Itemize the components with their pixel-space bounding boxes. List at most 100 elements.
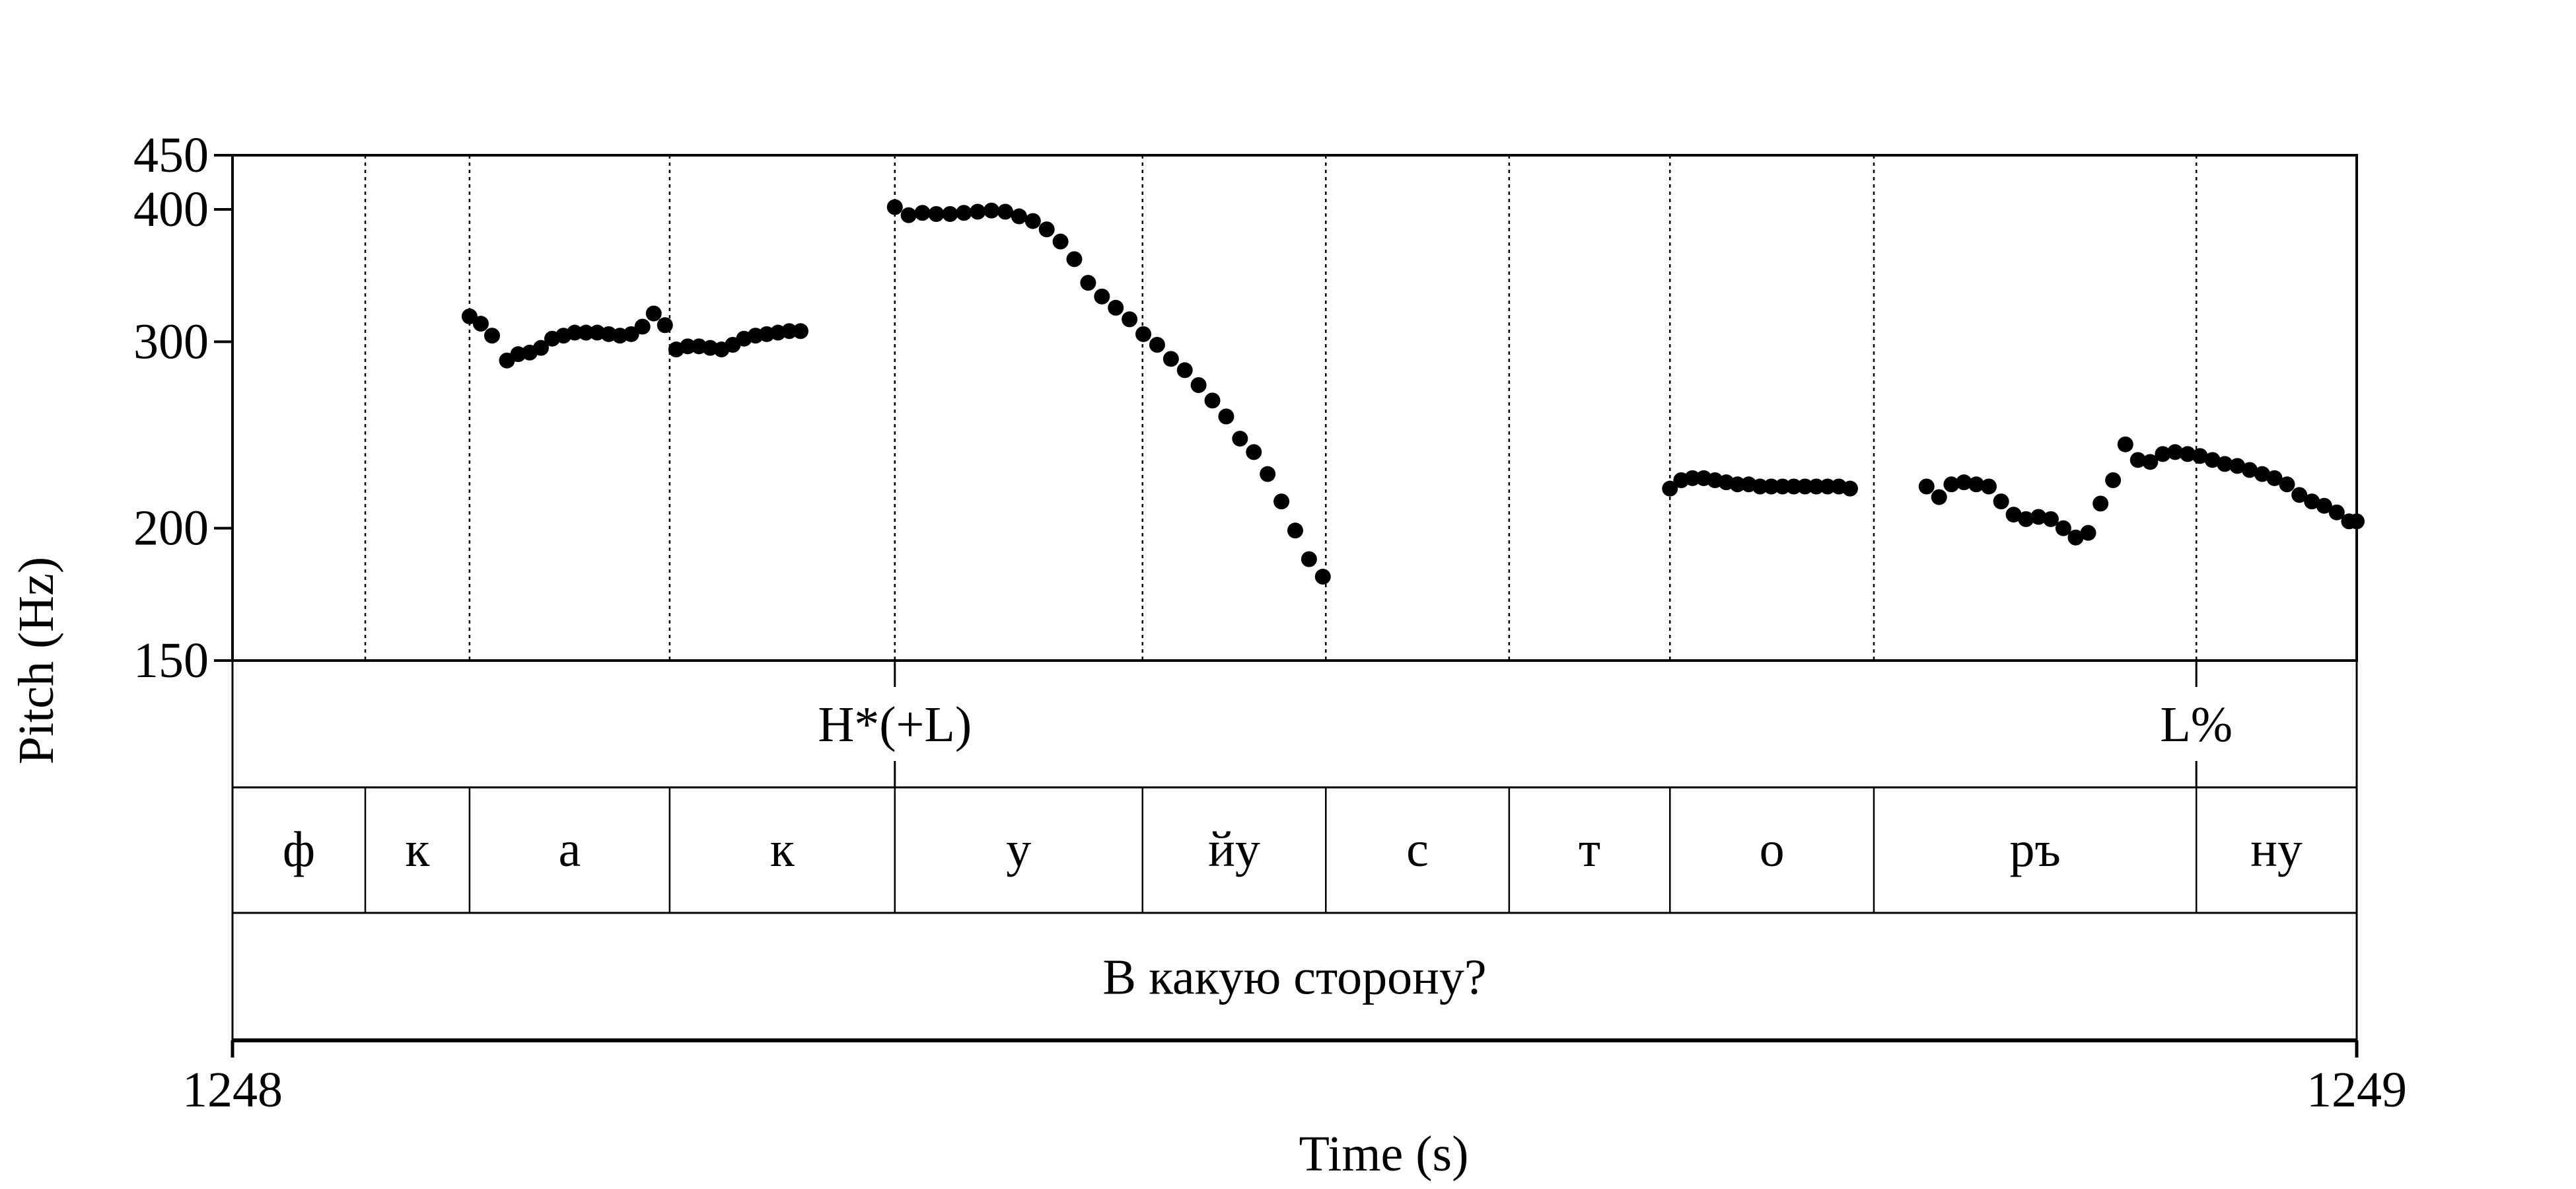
pitch-point — [1752, 478, 1768, 495]
pitch-point — [1287, 522, 1303, 539]
pitch-point — [781, 323, 797, 340]
pitch-point — [1011, 208, 1027, 225]
y-tick-label: 150 — [133, 633, 209, 688]
phone-label: о — [1760, 822, 1785, 877]
pitch-point — [483, 328, 500, 344]
tier-labels: H*(+L) L% ф к а к у йу с т о ръ ну В какую сторону? — [283, 697, 2303, 1005]
x-tick-label: 1249 — [2307, 1062, 2407, 1118]
pitch-point — [1204, 392, 1221, 409]
pitch-point — [928, 206, 945, 223]
pitch-point — [1662, 480, 1678, 497]
pitch-point — [942, 206, 958, 223]
pitch-point — [1122, 311, 1138, 328]
pitch-point — [1931, 489, 1947, 505]
pitch-point — [2304, 493, 2320, 510]
pitch-point — [1819, 478, 1836, 495]
pitch-point — [1094, 288, 1110, 305]
pitch-point — [1024, 213, 1041, 229]
pitch-point — [532, 340, 549, 356]
pitch-point — [1163, 351, 1179, 367]
pitch-point — [956, 205, 972, 221]
pitch-point — [2117, 436, 2133, 452]
pitch-point — [1080, 275, 1096, 291]
pitch-point — [1993, 493, 2009, 510]
pitch-point — [1273, 493, 1290, 510]
phone-label: ръ — [2009, 822, 2060, 877]
pitch-point — [2291, 487, 2308, 503]
pitch-point — [634, 318, 651, 335]
pitch-point — [2018, 511, 2034, 527]
pitch-point — [2005, 507, 2022, 523]
pitch-point — [2030, 509, 2047, 525]
pitch-point — [1190, 377, 1207, 394]
phone-label: ну — [2250, 822, 2303, 877]
pitch-point — [2080, 524, 2096, 541]
y-axis-label: Pitch (Hz) — [9, 557, 64, 764]
pitch-point — [792, 323, 808, 340]
pitch-point — [1980, 478, 1997, 495]
phone-label: с — [1406, 822, 1429, 877]
pitch-point — [2129, 452, 2146, 468]
pitch-point — [1785, 478, 1802, 495]
pitch-point — [1842, 480, 1858, 497]
pitch-point — [2042, 511, 2059, 527]
pitch-point — [657, 317, 673, 334]
pitch-point — [2279, 476, 2295, 493]
pitch-point — [2316, 497, 2332, 514]
pitch-point — [1729, 476, 1746, 493]
pitch-point — [886, 199, 903, 215]
phone-label: у — [1006, 822, 1031, 877]
pitch-point — [2180, 446, 2196, 462]
pitch-point — [645, 305, 662, 322]
pitch-point — [2167, 444, 2184, 460]
phone-label: ф — [283, 822, 315, 877]
pitch-point — [1918, 478, 1935, 495]
pitch-point — [1763, 478, 1779, 495]
pitch-point — [2217, 456, 2233, 472]
phone-label: к — [770, 822, 795, 877]
pitch-panel-frame — [231, 154, 2358, 662]
pitch-point — [2204, 452, 2221, 468]
pitch-point — [1968, 476, 1985, 493]
pitch-point — [2105, 472, 2122, 489]
y-tick-label: 300 — [133, 314, 209, 369]
pitch-point — [1797, 478, 1813, 495]
pitch-point — [1108, 299, 1124, 316]
phone-label: а — [559, 822, 581, 877]
phone-label: йу — [1208, 822, 1260, 877]
tone-label: H*(+L) — [818, 697, 972, 752]
pitch-point — [1808, 478, 1824, 495]
pitch-point — [997, 203, 1013, 220]
pitch-point — [1956, 474, 1972, 491]
pitch-point — [623, 326, 639, 342]
x-axis-label: Time (s) — [1299, 1126, 1469, 1182]
pitch-point — [1149, 336, 1165, 353]
pitch-point — [1052, 233, 1069, 250]
pitch-point — [2254, 466, 2270, 482]
phone-label: к — [405, 822, 429, 877]
pitch-point — [1260, 466, 1276, 482]
pitch-point — [2266, 470, 2283, 486]
pitch-point — [472, 316, 489, 332]
pitch-point — [1176, 362, 1193, 378]
pitch-point — [1314, 569, 1331, 585]
pitch-point — [900, 207, 917, 223]
pitch-point — [970, 203, 986, 220]
pitch-point — [1301, 551, 1317, 567]
pitch-point — [1684, 470, 1701, 486]
pitch-point — [1135, 326, 1152, 342]
y-tick-label: 200 — [133, 501, 209, 556]
pitch-point — [2241, 462, 2258, 478]
pitch-point — [2067, 529, 2084, 546]
pitch-points — [461, 199, 2365, 585]
pitch-point — [1774, 478, 1791, 495]
chart-frames — [231, 154, 2358, 1042]
phone-label: т — [1579, 822, 1600, 877]
boundary-lines — [364, 155, 2198, 661]
pitch-point — [2055, 520, 2071, 536]
pitch-point — [2142, 454, 2159, 470]
pitch-point — [567, 324, 583, 341]
pitch-point — [2229, 458, 2246, 474]
pitch-point — [1038, 221, 1055, 238]
